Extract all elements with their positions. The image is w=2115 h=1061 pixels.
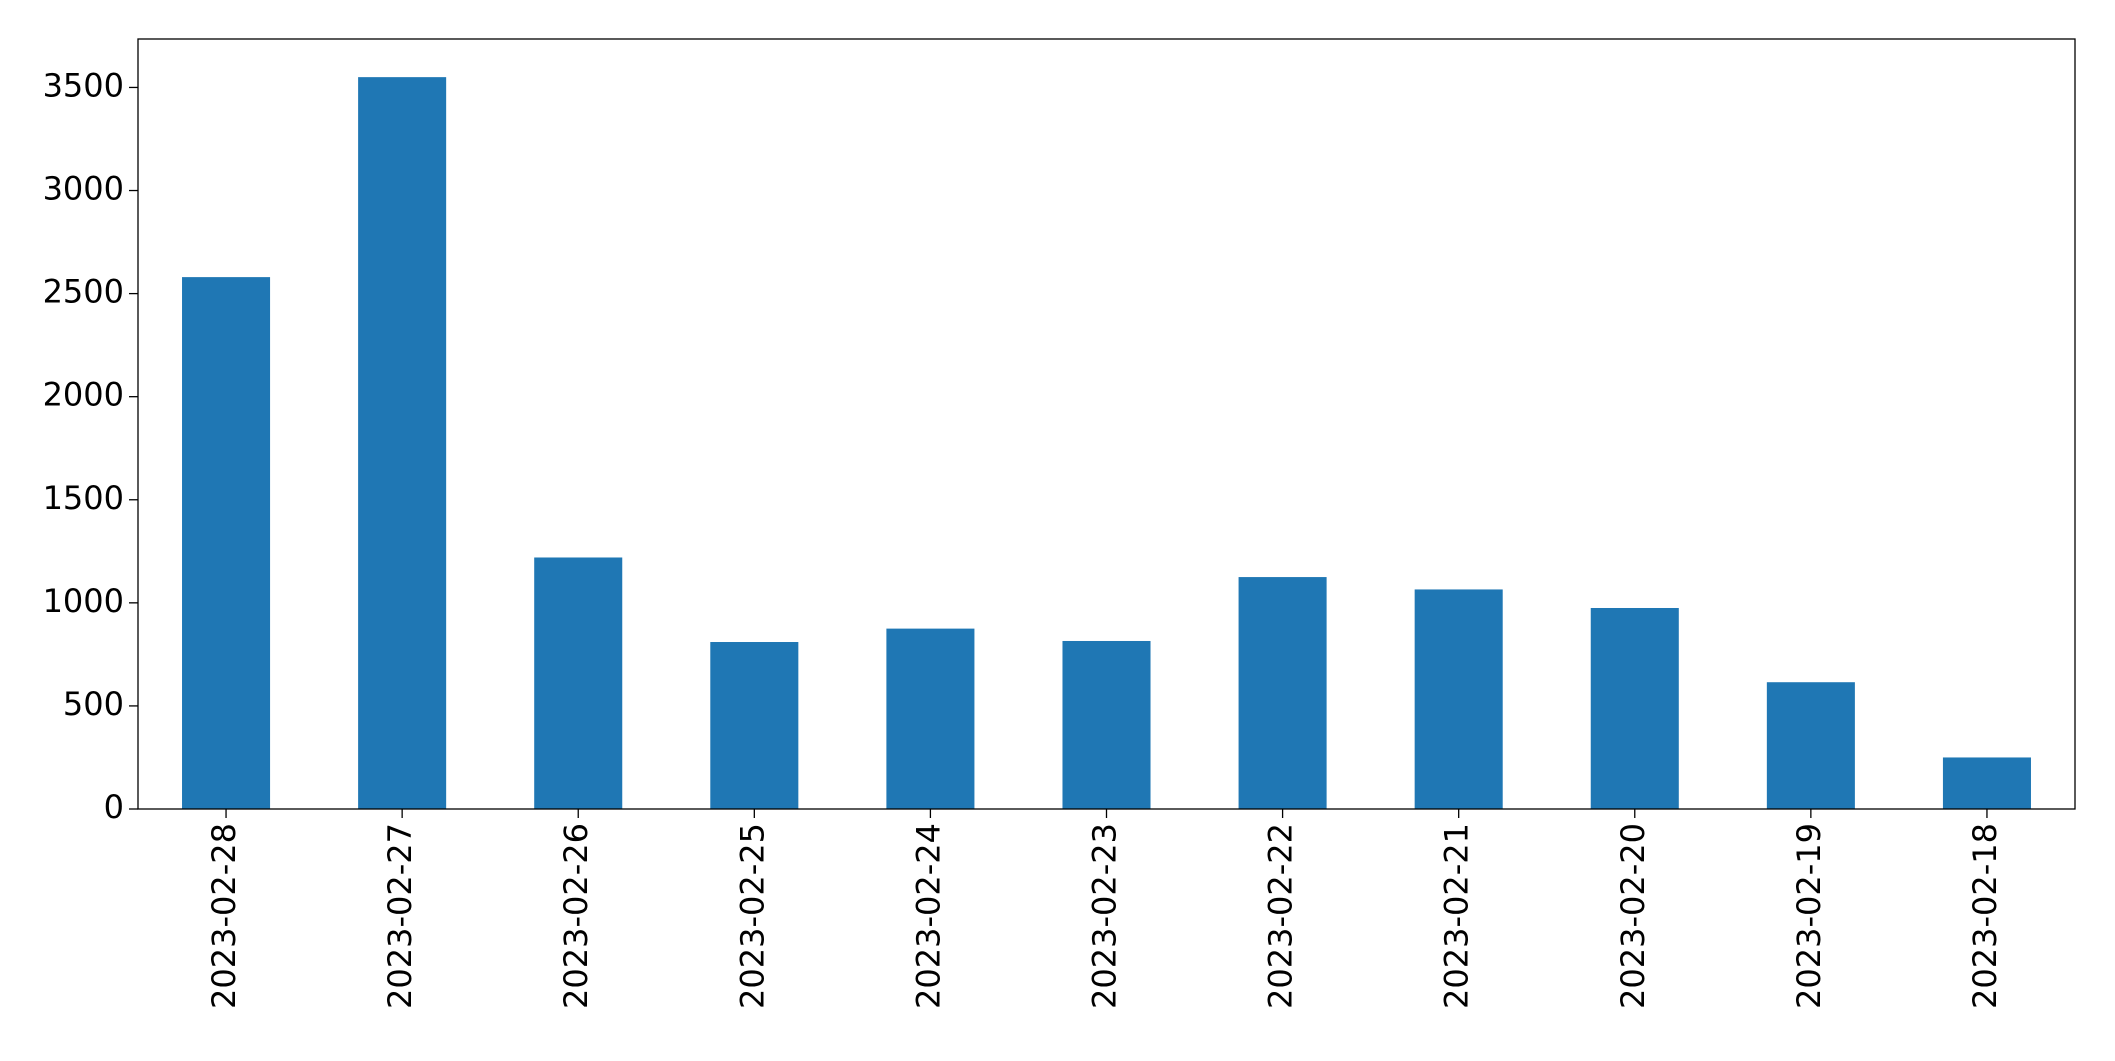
- y-tick-label: 3500: [43, 66, 124, 104]
- y-tick-label: 0: [104, 788, 124, 826]
- y-tick-label: 2000: [43, 376, 124, 414]
- y-tick-label: 3000: [43, 170, 124, 208]
- bar: [1238, 577, 1327, 809]
- bar: [1766, 682, 1855, 809]
- bar: [1590, 607, 1679, 809]
- bar: [1062, 640, 1151, 809]
- x-tick-label: 2023-02-20: [1614, 823, 1652, 1009]
- x-tick-label: 2023-02-25: [733, 823, 771, 1009]
- bar: [534, 557, 623, 809]
- bar: [358, 77, 447, 809]
- x-tick-label: 2023-02-19: [1790, 823, 1828, 1009]
- bar: [182, 277, 271, 810]
- y-tick-label: 500: [63, 685, 124, 723]
- bar: [1414, 589, 1503, 809]
- x-tick-label: 2023-02-23: [1086, 823, 1124, 1009]
- x-tick-label: 2023-02-24: [909, 823, 947, 1009]
- bar: [710, 642, 799, 809]
- x-tick-label: 2023-02-28: [205, 823, 243, 1009]
- y-tick-label: 2500: [43, 273, 124, 311]
- y-tick-label: 1500: [43, 479, 124, 517]
- bar: [886, 628, 975, 809]
- x-tick-label: 2023-02-21: [1438, 823, 1476, 1009]
- x-tick-label: 2023-02-22: [1262, 823, 1300, 1009]
- plot-frame: [137, 38, 2076, 810]
- x-tick-label: 2023-02-18: [1966, 823, 2004, 1009]
- y-tick-label: 1000: [43, 582, 124, 620]
- x-tick-label: 2023-02-26: [557, 823, 595, 1009]
- x-tick-label: 2023-02-27: [381, 823, 419, 1009]
- bar: [1942, 757, 2031, 809]
